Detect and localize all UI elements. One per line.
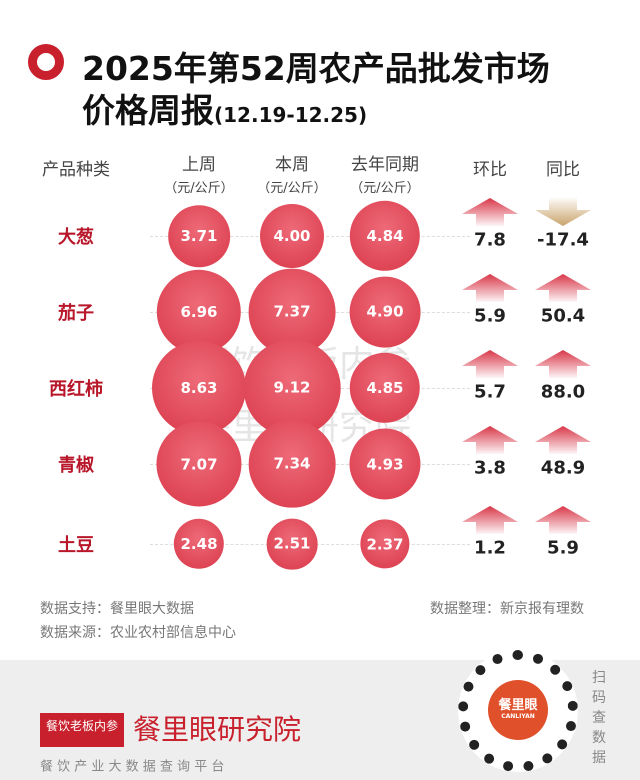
- price-bubble: 4.93: [349, 428, 421, 500]
- header-last-week: 上周 （元/公斤）: [164, 150, 233, 196]
- title-ring-icon: [28, 44, 64, 80]
- wow-value: 3.8: [474, 457, 506, 479]
- price-bubble: 7.07: [156, 421, 242, 507]
- brand-tagline: 餐 饮 产 业 大 数 据 查 询 平 台: [40, 759, 225, 775]
- yoy-value: 50.4: [540, 305, 586, 327]
- category-label: 青椒: [58, 455, 94, 476]
- up-arrow-icon: [460, 274, 520, 302]
- scan-label: 扫码查数据: [592, 670, 606, 766]
- up-arrow-icon: [533, 426, 593, 454]
- up-arrow-icon: [460, 350, 520, 378]
- price-bubble: 2.51: [266, 518, 318, 570]
- date-range: (12.19-12.25): [214, 103, 368, 127]
- up-arrow-icon: [460, 506, 520, 534]
- up-arrow-icon: [460, 198, 520, 226]
- yoy-value: 88.0: [540, 381, 586, 403]
- footer-compiled: 数据整理：新京报有理数: [430, 601, 584, 617]
- price-bubble: 2.37: [360, 519, 410, 569]
- header-last-year: 去年同期 （元/公斤）: [350, 150, 419, 196]
- price-bubble: 7.34: [248, 420, 336, 508]
- up-arrow-icon: [460, 426, 520, 454]
- up-arrow-icon: [533, 274, 593, 302]
- price-bubble: 4.85: [349, 352, 421, 424]
- yoy-value: 48.9: [540, 457, 586, 479]
- header-category: 产品种类: [42, 160, 110, 180]
- header-wow: 环比: [473, 160, 507, 180]
- category-label: 西红柿: [49, 379, 103, 400]
- unit: （元/公斤）: [350, 181, 420, 196]
- up-arrow-icon: [533, 350, 593, 378]
- subtitle-text: 价格周报: [82, 91, 214, 130]
- header-this-week: 本周 （元/公斤）: [257, 150, 326, 196]
- price-bubble: 2.48: [173, 518, 225, 570]
- price-bubble: 4.90: [349, 276, 421, 348]
- price-bubble: 3.71: [168, 205, 230, 267]
- label: 去年同期: [350, 155, 419, 175]
- yoy-value: -17.4: [537, 229, 589, 251]
- category-label: 茄子: [58, 303, 94, 324]
- qr-logo: 餐里眼 CANLIYAN: [488, 680, 548, 740]
- qr-logo-text: 餐里眼: [498, 698, 538, 713]
- price-bubble: 9.12: [243, 339, 341, 437]
- brand-badge: 餐饮老板内参: [40, 713, 124, 747]
- footer-support: 数据支持：餐里眼大数据: [40, 601, 194, 617]
- wow-value: 5.7: [474, 381, 506, 403]
- brand-name: 餐里眼研究院: [133, 713, 302, 746]
- wow-value: 1.2: [474, 537, 506, 559]
- unit: （元/公斤）: [257, 181, 327, 196]
- yoy-value: 5.9: [547, 537, 579, 559]
- wow-value: 5.9: [474, 305, 506, 327]
- header-yoy: 同比: [546, 160, 580, 180]
- price-bubble: 4.00: [260, 204, 324, 268]
- page-subtitle: 价格周报(12.19-12.25): [82, 84, 367, 132]
- category-label: 土豆: [58, 535, 94, 556]
- category-label: 大葱: [58, 227, 94, 248]
- label: 本周: [274, 155, 309, 175]
- price-bubble: 4.84: [349, 200, 421, 272]
- wow-value: 7.8: [474, 229, 506, 251]
- page-title: 2025年第52周农产品批发市场: [82, 49, 550, 88]
- qr-logo-sub: CANLIYAN: [501, 713, 535, 720]
- label: 上周: [181, 155, 216, 175]
- price-bubble: 8.63: [152, 341, 246, 435]
- unit: （元/公斤）: [164, 181, 234, 196]
- footer-source: 数据来源：农业农村部信息中心: [40, 625, 236, 641]
- up-arrow-icon: [533, 506, 593, 534]
- price-bubble: 6.96: [156, 269, 242, 355]
- down-arrow-icon: [533, 198, 593, 226]
